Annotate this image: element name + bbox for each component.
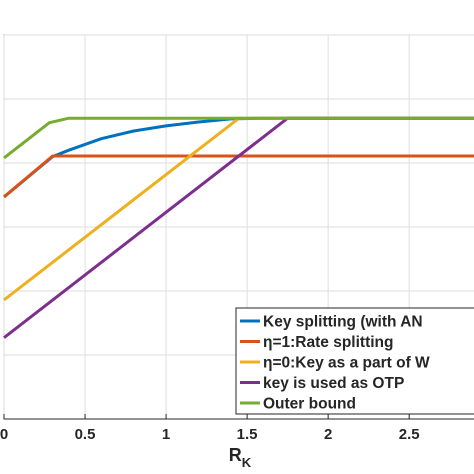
- x-tick-label: 1.5: [237, 426, 258, 443]
- legend-label: Outer bound: [263, 396, 356, 413]
- x-axis-label: RK: [229, 445, 252, 470]
- legend-label: η=1:Rate splitting: [263, 334, 393, 351]
- x-label-main: R: [229, 445, 242, 465]
- series-line: [3, 116, 474, 160]
- x-tick-label: 0: [0, 426, 8, 443]
- x-tick-label: 2: [324, 426, 332, 443]
- legend-label: key is used as OTP: [263, 375, 404, 392]
- legend-box: [235, 307, 474, 415]
- series-line: [3, 154, 474, 199]
- x-tick-label: 2.5: [399, 426, 420, 443]
- x-label-sub: K: [242, 455, 252, 470]
- legend-label: η=0:Key as a part of W: [263, 355, 430, 372]
- legend-label: Key splitting (with AN: [263, 314, 423, 331]
- x-tick-label: 1: [162, 426, 170, 443]
- x-tick-label: 0.5: [75, 426, 96, 443]
